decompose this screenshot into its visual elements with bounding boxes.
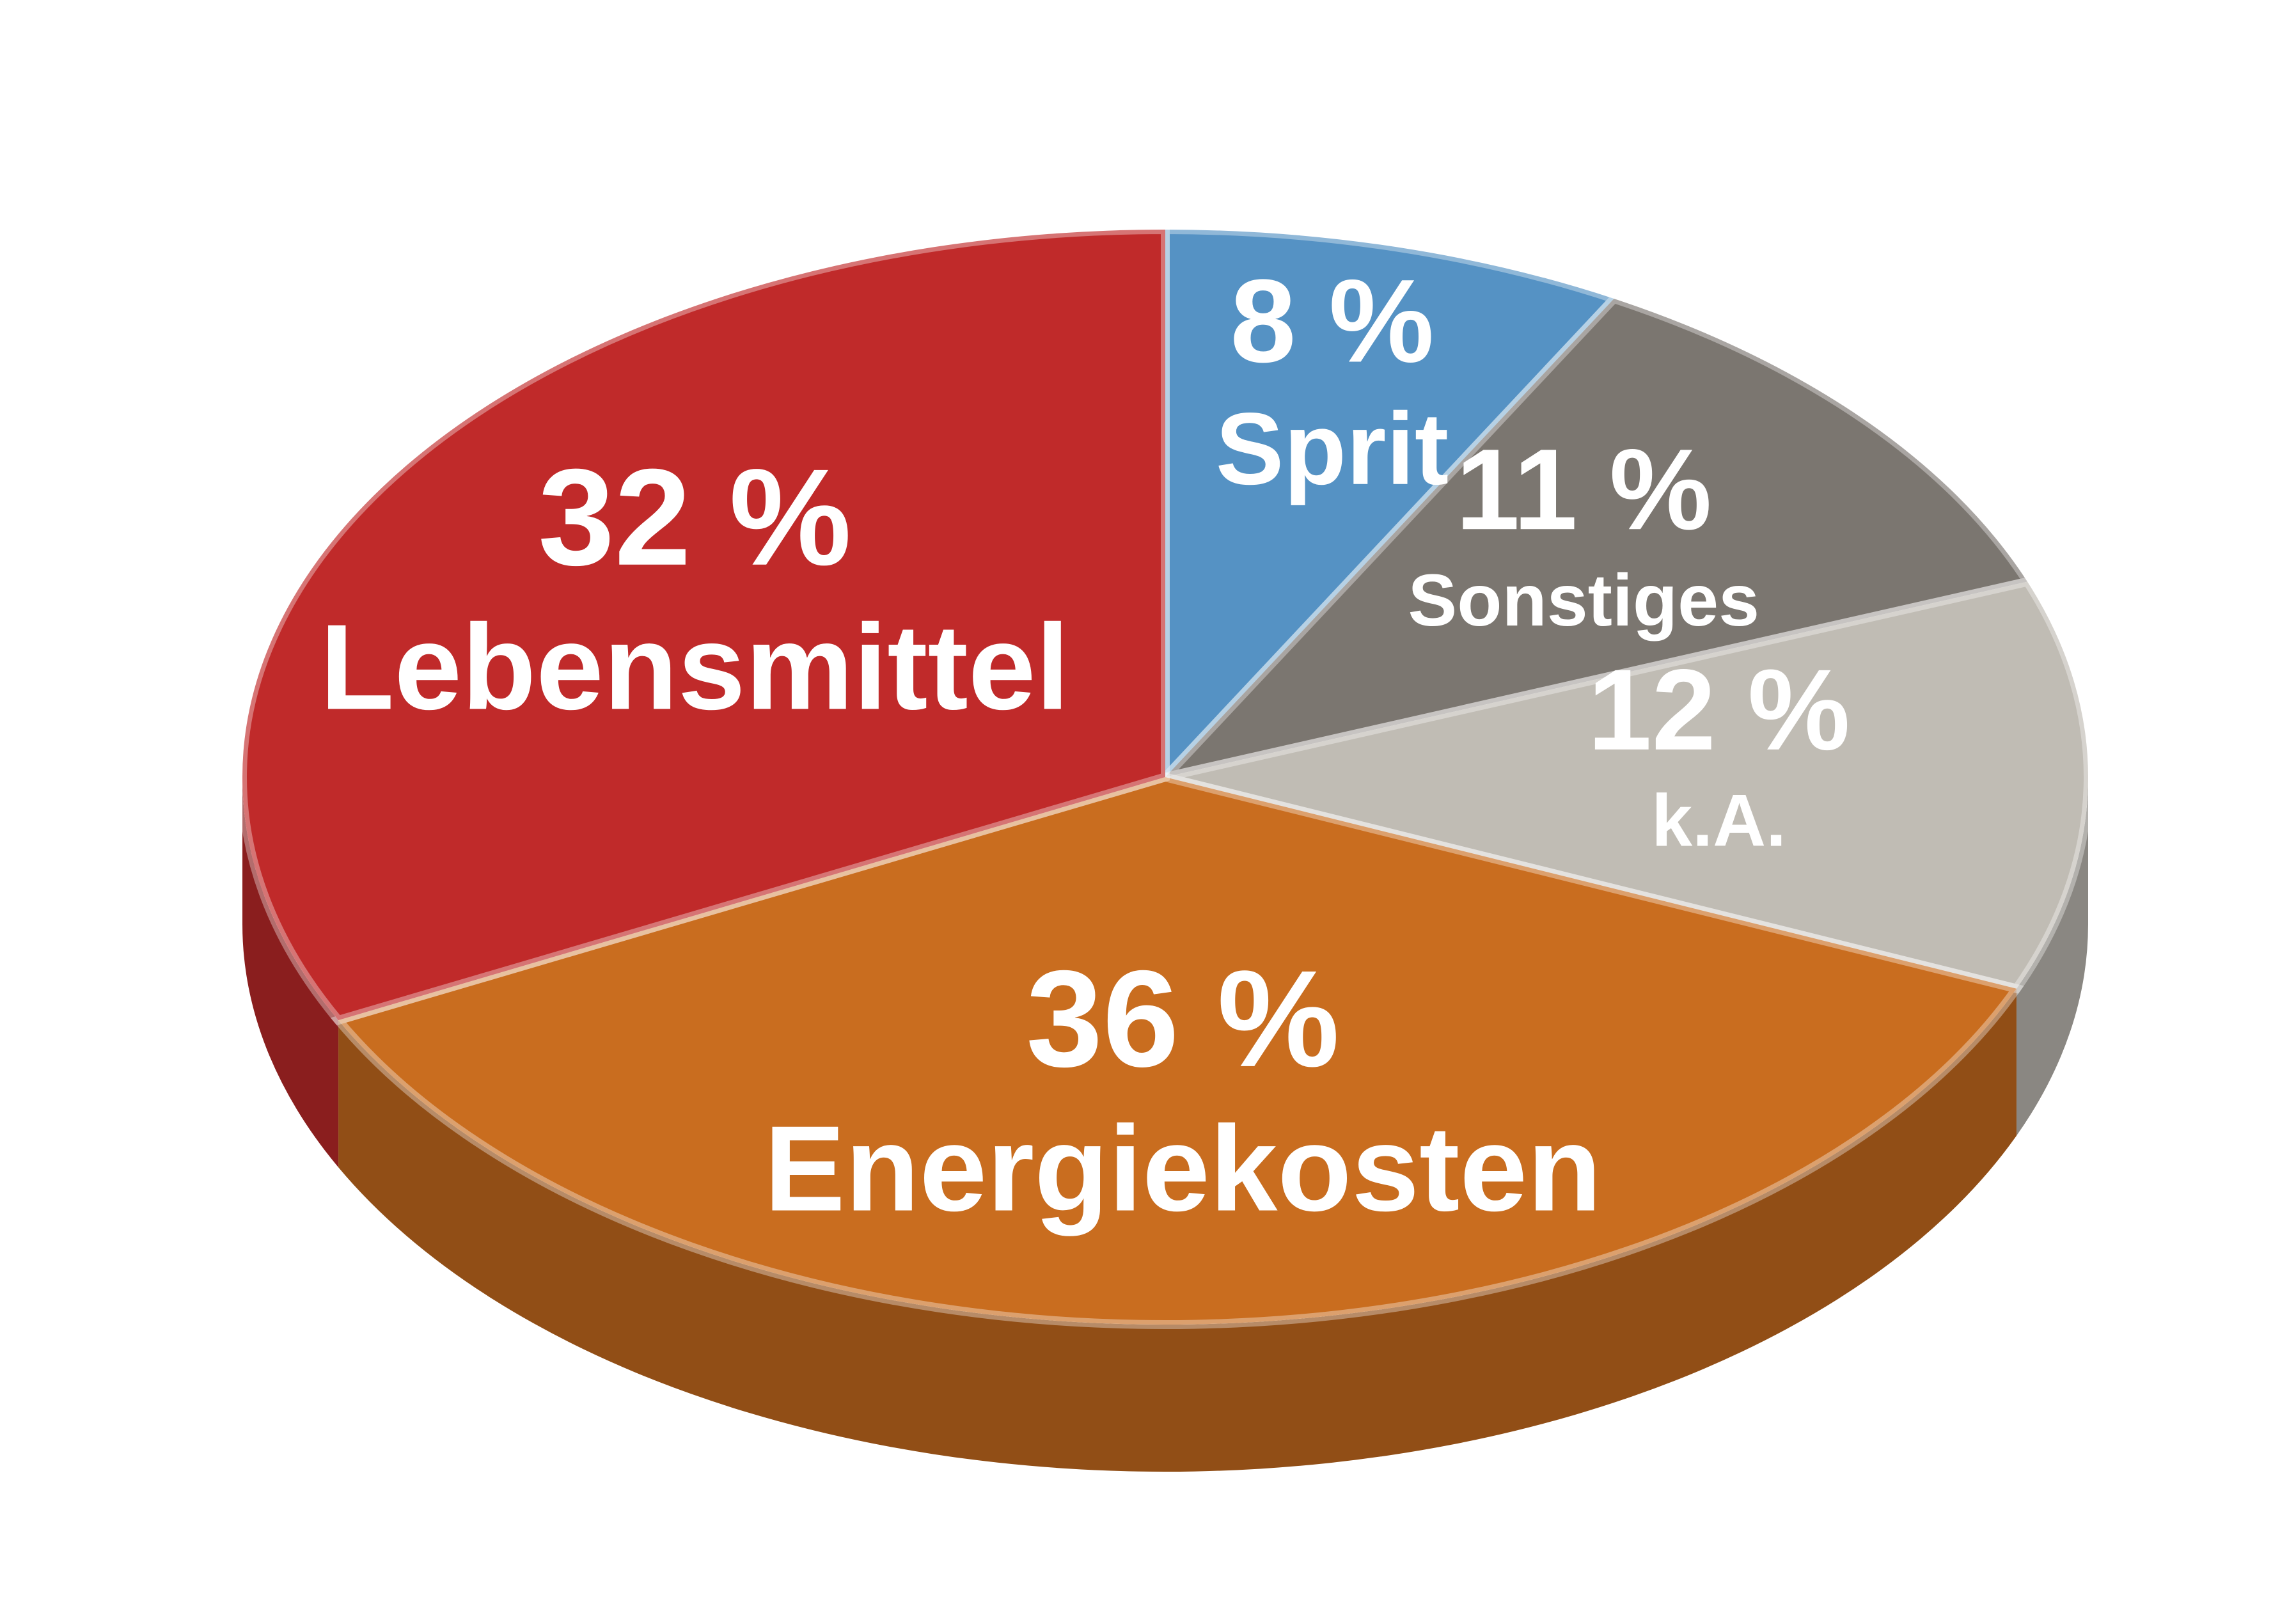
value-label: 8 % xyxy=(1231,256,1435,388)
value-label: 12 % xyxy=(1588,646,1850,775)
category-label: k.A. xyxy=(1651,780,1786,862)
value-label: 32 % xyxy=(538,440,851,594)
category-label: Lebensmittel xyxy=(320,599,1069,735)
value-label: 11 % xyxy=(1456,425,1711,554)
pie-side xyxy=(338,988,2017,1472)
category-label: Sprit xyxy=(1216,391,1449,506)
pie-side xyxy=(2016,777,2088,1136)
category-label: Sonstiges xyxy=(1408,560,1760,642)
pie-side xyxy=(242,777,339,1168)
pie-slice xyxy=(330,772,2024,1330)
category-label: Energiekosten xyxy=(764,1101,1601,1237)
value-label: 36 % xyxy=(1026,941,1339,1096)
pie-slice xyxy=(1152,293,2035,785)
pie-slice xyxy=(1164,576,2093,994)
pie-slice xyxy=(238,224,1170,1026)
pie-slice xyxy=(1161,224,1623,789)
